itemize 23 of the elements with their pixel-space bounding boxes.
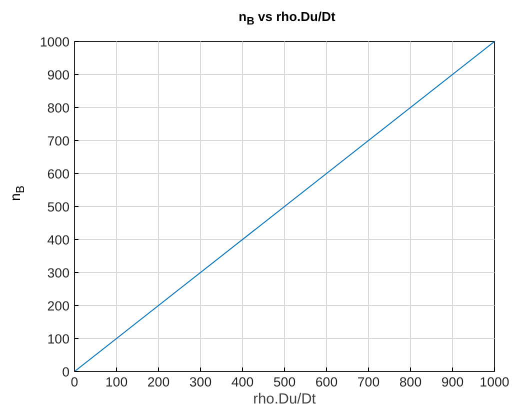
y-tick-label: 1000 bbox=[40, 34, 70, 50]
x-tick-label: 700 bbox=[357, 374, 380, 390]
y-tick-label: 800 bbox=[47, 100, 70, 116]
x-tick-label: 800 bbox=[399, 374, 422, 390]
y-tick-label: 200 bbox=[47, 298, 70, 314]
x-tick-label: 400 bbox=[231, 374, 254, 390]
y-tick-label: 700 bbox=[47, 134, 70, 148]
y-tick-label: 400 bbox=[47, 232, 70, 248]
y-tick-label: 900 bbox=[47, 68, 70, 82]
y-tick-label: 500 bbox=[47, 200, 70, 214]
x-axis-title: rho.Du/Dt bbox=[253, 392, 316, 408]
y-tick-label: 600 bbox=[47, 166, 70, 182]
x-tick-label: 300 bbox=[189, 374, 212, 390]
chart-title: n$_{B}$ vs rho.Du/Dt bbox=[238, 8, 336, 28]
y-tick-label: 100 bbox=[47, 332, 70, 346]
x-tick-label: 1000 bbox=[480, 374, 510, 390]
x-tick-label: 100 bbox=[105, 374, 128, 390]
x-tick-label: 600 bbox=[315, 374, 338, 390]
x-tick-label: 900 bbox=[441, 374, 464, 390]
y-tick-label: 300 bbox=[47, 266, 70, 280]
y-tick-label: 0 bbox=[62, 364, 70, 380]
x-tick-label: 500 bbox=[273, 374, 296, 390]
x-tick-label: 200 bbox=[147, 374, 170, 390]
